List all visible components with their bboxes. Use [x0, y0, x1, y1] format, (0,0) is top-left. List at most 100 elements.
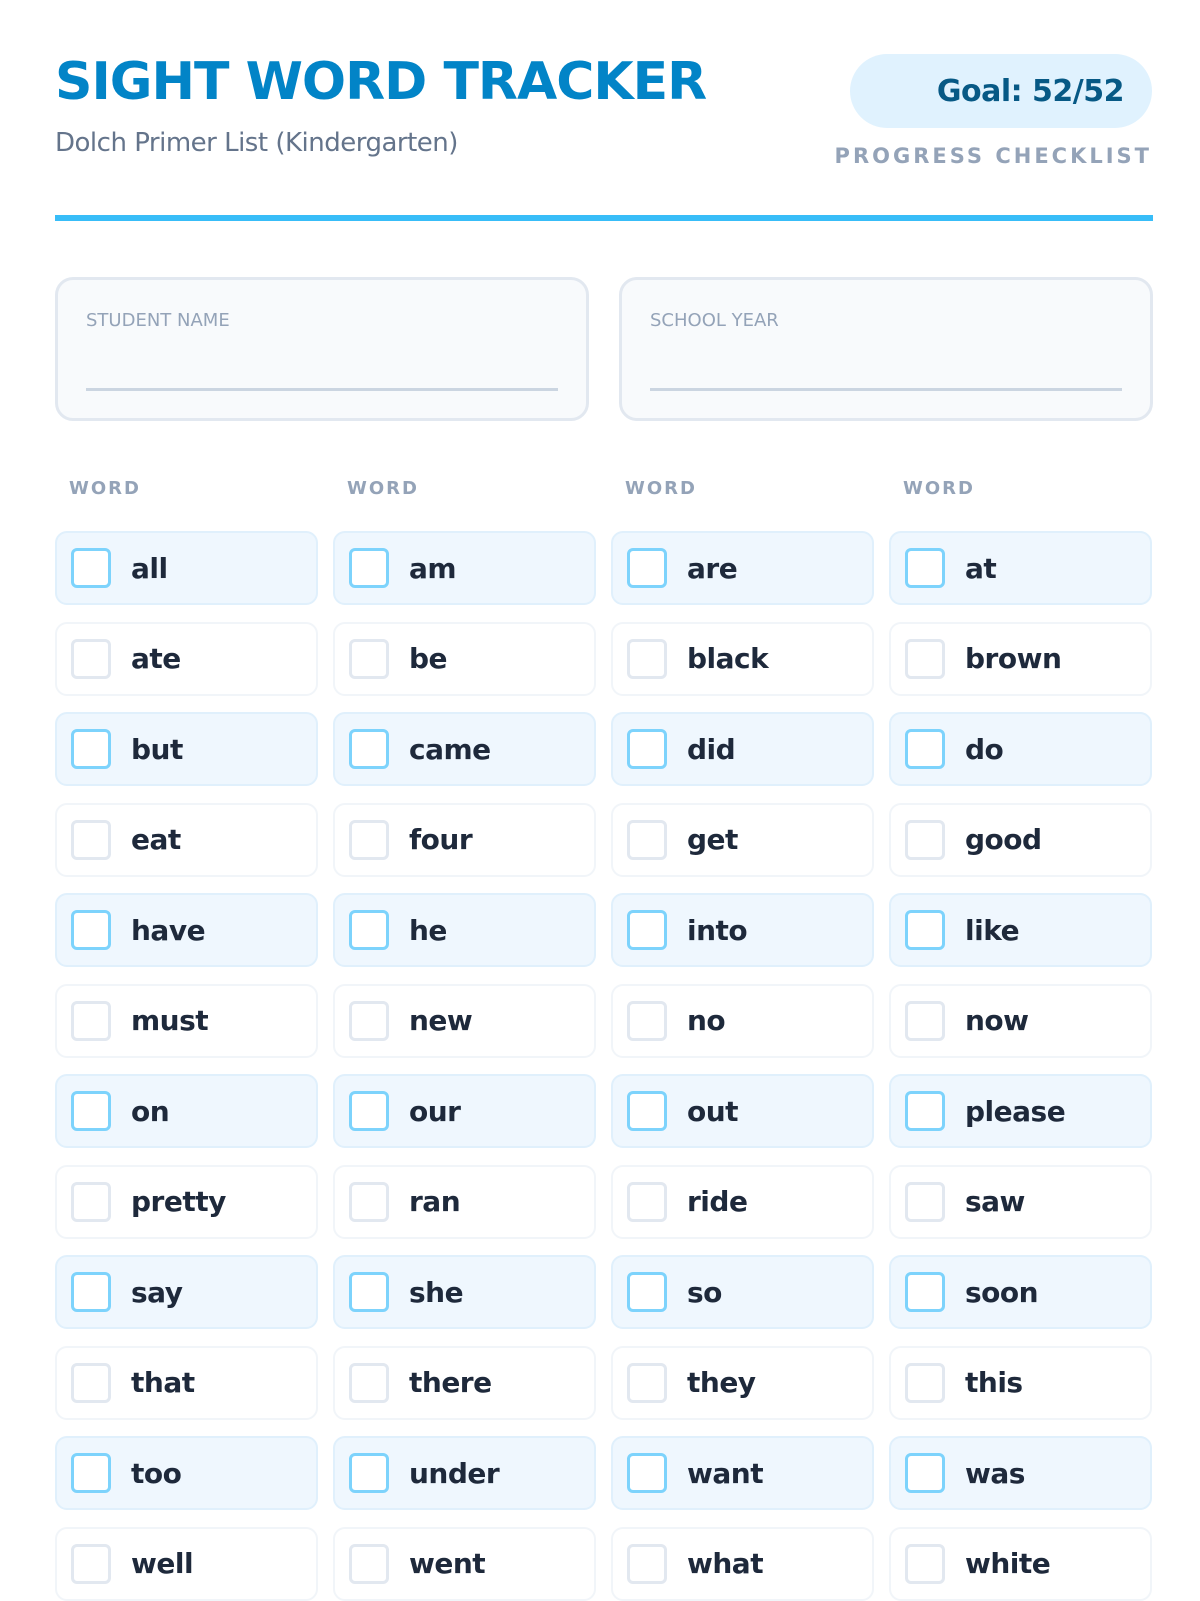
word-item[interactable]: have	[55, 893, 318, 967]
word-item[interactable]: under	[333, 1436, 596, 1510]
word-checkbox[interactable]	[905, 1000, 945, 1041]
word-item[interactable]: saw	[889, 1164, 1152, 1239]
word-item[interactable]: that	[55, 1345, 318, 1420]
word-item[interactable]: brown	[889, 621, 1152, 696]
word-item[interactable]: well	[55, 1526, 318, 1601]
word-item[interactable]: they	[611, 1345, 874, 1420]
word-item[interactable]: ran	[333, 1164, 596, 1239]
word-checkbox[interactable]	[905, 1453, 945, 1493]
word-item[interactable]: did	[611, 712, 874, 786]
word-item[interactable]: like	[889, 893, 1152, 967]
word-checkbox[interactable]	[71, 910, 111, 950]
word-checkbox[interactable]	[905, 819, 945, 860]
word-checkbox[interactable]	[71, 729, 111, 769]
word-item[interactable]: be	[333, 621, 596, 696]
word-checkbox[interactable]	[905, 1181, 945, 1222]
word-item[interactable]: she	[333, 1255, 596, 1329]
word-checkbox[interactable]	[905, 910, 945, 950]
word-checkbox[interactable]	[349, 548, 389, 588]
word-item[interactable]: into	[611, 893, 874, 967]
word-checkbox[interactable]	[905, 1543, 945, 1584]
word-checkbox[interactable]	[627, 1453, 667, 1493]
word-checkbox[interactable]	[349, 1181, 389, 1222]
word-checkbox[interactable]	[627, 729, 667, 769]
word-checkbox[interactable]	[349, 1453, 389, 1493]
word-checkbox[interactable]	[71, 1181, 111, 1222]
word-item[interactable]: at	[889, 531, 1152, 605]
word-checkbox[interactable]	[349, 1091, 389, 1131]
word-item[interactable]: there	[333, 1345, 596, 1420]
word-item[interactable]: new	[333, 983, 596, 1058]
word-item[interactable]: this	[889, 1345, 1152, 1420]
word-item[interactable]: on	[55, 1074, 318, 1148]
word-item[interactable]: white	[889, 1526, 1152, 1601]
word-item[interactable]: pretty	[55, 1164, 318, 1239]
word-checkbox[interactable]	[71, 1543, 111, 1584]
word-checkbox[interactable]	[627, 1091, 667, 1131]
school-year-field[interactable]: SCHOOL YEAR	[619, 277, 1153, 421]
word-checkbox[interactable]	[905, 1272, 945, 1312]
word-item[interactable]: now	[889, 983, 1152, 1058]
word-item[interactable]: what	[611, 1526, 874, 1601]
word-item[interactable]: so	[611, 1255, 874, 1329]
word-checkbox[interactable]	[627, 910, 667, 950]
word-checkbox[interactable]	[349, 1543, 389, 1584]
word-checkbox[interactable]	[627, 1000, 667, 1041]
word-checkbox[interactable]	[71, 1000, 111, 1041]
word-checkbox[interactable]	[905, 1362, 945, 1403]
word-item[interactable]: but	[55, 712, 318, 786]
word-item[interactable]: went	[333, 1526, 596, 1601]
word-item[interactable]: all	[55, 531, 318, 605]
word-checkbox[interactable]	[71, 1091, 111, 1131]
word-item[interactable]: do	[889, 712, 1152, 786]
word-checkbox[interactable]	[627, 1543, 667, 1584]
word-item[interactable]: black	[611, 621, 874, 696]
student-name-field[interactable]: STUDENT NAME	[55, 277, 589, 421]
school-year-input-line[interactable]	[650, 388, 1122, 391]
word-checkbox[interactable]	[905, 1091, 945, 1131]
word-item[interactable]: ate	[55, 621, 318, 696]
word-checkbox[interactable]	[71, 1453, 111, 1493]
word-item[interactable]: four	[333, 802, 596, 877]
word-checkbox[interactable]	[71, 548, 111, 588]
word-item[interactable]: am	[333, 531, 596, 605]
word-checkbox[interactable]	[627, 638, 667, 679]
word-checkbox[interactable]	[905, 729, 945, 769]
word-checkbox[interactable]	[349, 1362, 389, 1403]
word-checkbox[interactable]	[349, 1000, 389, 1041]
word-checkbox[interactable]	[349, 1272, 389, 1312]
word-item[interactable]: came	[333, 712, 596, 786]
word-checkbox[interactable]	[349, 729, 389, 769]
student-name-input-line[interactable]	[86, 388, 558, 391]
word-checkbox[interactable]	[349, 819, 389, 860]
word-checkbox[interactable]	[71, 638, 111, 679]
word-item[interactable]: are	[611, 531, 874, 605]
word-checkbox[interactable]	[71, 1362, 111, 1403]
word-item[interactable]: ride	[611, 1164, 874, 1239]
word-item[interactable]: say	[55, 1255, 318, 1329]
word-item[interactable]: was	[889, 1436, 1152, 1510]
word-item[interactable]: out	[611, 1074, 874, 1148]
word-checkbox[interactable]	[627, 1181, 667, 1222]
word-checkbox[interactable]	[905, 638, 945, 679]
word-checkbox[interactable]	[627, 819, 667, 860]
word-item[interactable]: good	[889, 802, 1152, 877]
word-item[interactable]: soon	[889, 1255, 1152, 1329]
word-checkbox[interactable]	[349, 638, 389, 679]
word-item[interactable]: please	[889, 1074, 1152, 1148]
word-checkbox[interactable]	[627, 1272, 667, 1312]
word-checkbox[interactable]	[71, 1272, 111, 1312]
word-item[interactable]: no	[611, 983, 874, 1058]
word-item[interactable]: get	[611, 802, 874, 877]
word-checkbox[interactable]	[627, 1362, 667, 1403]
word-checkbox[interactable]	[71, 819, 111, 860]
word-item[interactable]: must	[55, 983, 318, 1058]
word-item[interactable]: eat	[55, 802, 318, 877]
word-item[interactable]: want	[611, 1436, 874, 1510]
word-checkbox[interactable]	[349, 910, 389, 950]
word-item[interactable]: our	[333, 1074, 596, 1148]
word-item[interactable]: he	[333, 893, 596, 967]
word-checkbox[interactable]	[905, 548, 945, 588]
word-checkbox[interactable]	[627, 548, 667, 588]
word-item[interactable]: too	[55, 1436, 318, 1510]
